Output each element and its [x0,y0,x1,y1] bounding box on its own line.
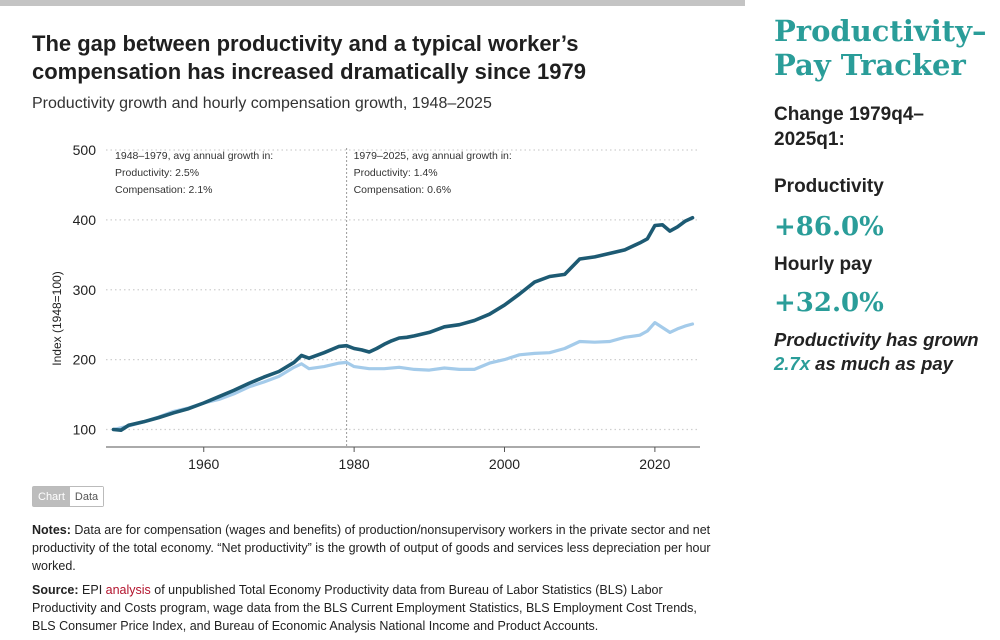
y-tick-label: 400 [73,212,97,228]
y-axis: 100 200 300 400 500 Index (1948=100) [50,142,96,438]
x-axis: 1960 1980 2000 2020 [106,446,700,472]
notes-label: Notes: [32,523,71,537]
notes-body: Data are for compensation (wages and ben… [32,523,711,573]
tracker-pay-value: +32.0% [774,288,884,318]
chart-title: The gap between productivity and a typic… [32,31,586,84]
line-chart: 100 200 300 400 500 Index (1948=100) 1960 1980… [50,142,700,472]
series-line-productivity [111,216,695,432]
chart-tab-button[interactable]: Chart [33,487,70,506]
tracker-title-line-2: Pay Tracker [774,48,966,82]
annotation-text: Productivity: 2.5% [115,167,199,179]
tracker-summary-highlight: 2.7x [774,353,811,374]
annotation-text: Compensation: 0.6% [354,184,451,196]
tracker-productivity-value: +86.0% [774,212,884,242]
source-label: Source: [32,583,79,597]
series-line-compensation [111,321,695,432]
tracker-summary-before: Productivity has grown [774,329,979,350]
annotations: 1948–1979, avg annual growth in: Producti… [115,150,512,196]
source-body-after: of unpublished Total Economy Productivit… [32,583,697,633]
tracker-summary: Productivity has grown 2.7x as much as p… [774,328,994,376]
annotation-text: Compensation: 2.1% [115,184,212,196]
notes-text: Notes: Data are for compensation (wages … [32,521,722,575]
y-tick-label: 300 [73,282,97,298]
y-tick-label: 500 [73,142,97,158]
top-divider-bar [0,0,745,6]
tracker-title: Productivity– Pay Tracker [774,14,994,82]
series-group [111,216,695,432]
x-tick-label: 2000 [489,456,520,472]
chart-data-toggle: Chart Data [32,486,105,507]
tracker-productivity-label: Productivity [774,176,884,197]
tracker-title-line-1: Productivity– [774,14,987,48]
tracker-change-label: Change 1979q4–2025q1: [774,104,924,150]
tracker-summary-after: as much as pay [810,353,953,374]
x-tick-label: 1980 [339,456,370,472]
tracker-pay-label: Hourly pay [774,254,873,275]
y-tick-label: 200 [73,352,97,368]
productivity-pay-tracker: Productivity– Pay Tracker Change 1979q4–… [774,14,994,376]
y-axis-label: Index (1948=100) [50,271,64,365]
annotation-text: 1979–2025, avg annual growth in: [354,150,512,162]
x-tick-label: 1960 [188,456,219,472]
data-tab-button[interactable]: Data [69,487,104,506]
source-body-before: EPI [78,583,106,597]
chart-subtitle: Productivity growth and hourly compensat… [32,95,492,112]
y-tick-label: 100 [73,422,97,438]
analysis-link[interactable]: analysis [105,583,151,597]
source-text: Source: EPI analysis of unpublished Tota… [32,581,722,635]
gridlines [106,149,700,431]
annotation-text: Productivity: 1.4% [354,167,438,179]
annotation-text: 1948–1979, avg annual growth in: [115,150,273,162]
x-tick-label: 2020 [639,456,670,472]
